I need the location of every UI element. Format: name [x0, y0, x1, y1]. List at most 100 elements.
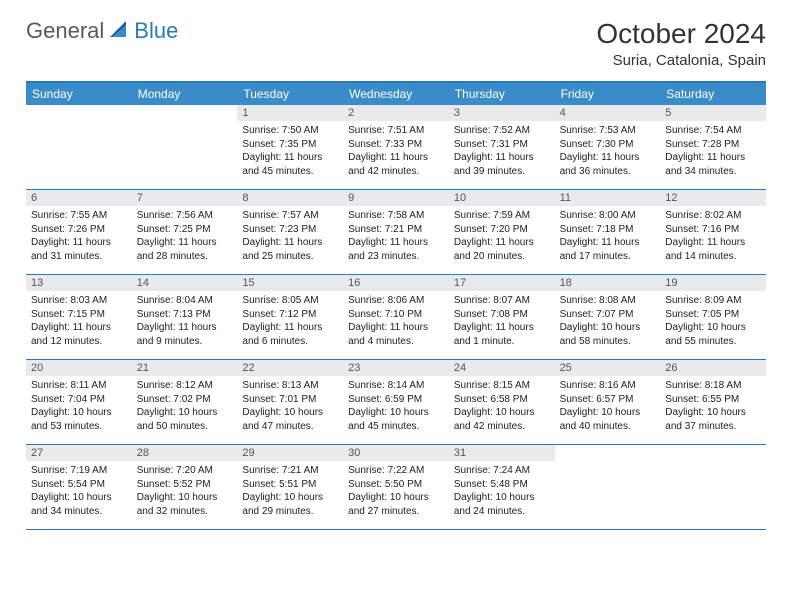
sunrise-text: Sunrise: 7:24 AM [454, 464, 550, 478]
day-number: 8 [237, 190, 343, 206]
sunset-text: Sunset: 7:33 PM [348, 138, 444, 152]
day-cell: 29Sunrise: 7:21 AMSunset: 5:51 PMDayligh… [237, 445, 343, 529]
day-cell: 25Sunrise: 8:16 AMSunset: 6:57 PMDayligh… [555, 360, 661, 444]
day-cell [26, 105, 132, 189]
sunset-text: Sunset: 7:08 PM [454, 308, 550, 322]
daylight-text: Daylight: 10 hours and 58 minutes. [560, 321, 656, 348]
daylight-text: Daylight: 11 hours and 39 minutes. [454, 151, 550, 178]
day-info: Sunrise: 8:18 AMSunset: 6:55 PMDaylight:… [660, 376, 766, 438]
weekday-header: Saturday [660, 83, 766, 105]
sunrise-text: Sunrise: 7:58 AM [348, 209, 444, 223]
sunrise-text: Sunrise: 7:21 AM [242, 464, 338, 478]
sunset-text: Sunset: 7:20 PM [454, 223, 550, 237]
day-number: 28 [132, 445, 238, 461]
sunrise-text: Sunrise: 7:20 AM [137, 464, 233, 478]
week-row: 27Sunrise: 7:19 AMSunset: 5:54 PMDayligh… [26, 445, 766, 530]
sunrise-text: Sunrise: 8:18 AM [665, 379, 761, 393]
day-number: 5 [660, 105, 766, 121]
sunset-text: Sunset: 7:31 PM [454, 138, 550, 152]
week-row: 6Sunrise: 7:55 AMSunset: 7:26 PMDaylight… [26, 190, 766, 275]
day-number: 14 [132, 275, 238, 291]
day-number: 22 [237, 360, 343, 376]
day-info: Sunrise: 7:50 AMSunset: 7:35 PMDaylight:… [237, 121, 343, 183]
sunset-text: Sunset: 7:12 PM [242, 308, 338, 322]
day-info: Sunrise: 8:00 AMSunset: 7:18 PMDaylight:… [555, 206, 661, 268]
day-number: 31 [449, 445, 555, 461]
day-cell [660, 445, 766, 529]
calendar-weeks: 1Sunrise: 7:50 AMSunset: 7:35 PMDaylight… [26, 105, 766, 530]
sunrise-text: Sunrise: 7:55 AM [31, 209, 127, 223]
day-number: 23 [343, 360, 449, 376]
daylight-text: Daylight: 11 hours and 12 minutes. [31, 321, 127, 348]
weekday-header: Tuesday [237, 83, 343, 105]
day-cell: 2Sunrise: 7:51 AMSunset: 7:33 PMDaylight… [343, 105, 449, 189]
day-number: 19 [660, 275, 766, 291]
sunset-text: Sunset: 7:18 PM [560, 223, 656, 237]
week-row: 13Sunrise: 8:03 AMSunset: 7:15 PMDayligh… [26, 275, 766, 360]
sunrise-text: Sunrise: 8:12 AM [137, 379, 233, 393]
sunset-text: Sunset: 7:10 PM [348, 308, 444, 322]
sunset-text: Sunset: 6:55 PM [665, 393, 761, 407]
day-info: Sunrise: 7:54 AMSunset: 7:28 PMDaylight:… [660, 121, 766, 183]
day-info: Sunrise: 8:03 AMSunset: 7:15 PMDaylight:… [26, 291, 132, 353]
sunset-text: Sunset: 5:52 PM [137, 478, 233, 492]
daylight-text: Daylight: 11 hours and 34 minutes. [665, 151, 761, 178]
day-info: Sunrise: 7:22 AMSunset: 5:50 PMDaylight:… [343, 461, 449, 523]
day-cell: 13Sunrise: 8:03 AMSunset: 7:15 PMDayligh… [26, 275, 132, 359]
day-cell: 15Sunrise: 8:05 AMSunset: 7:12 PMDayligh… [237, 275, 343, 359]
day-cell: 12Sunrise: 8:02 AMSunset: 7:16 PMDayligh… [660, 190, 766, 274]
daylight-text: Daylight: 10 hours and 42 minutes. [454, 406, 550, 433]
month-title: October 2024 [596, 18, 766, 50]
day-info: Sunrise: 8:14 AMSunset: 6:59 PMDaylight:… [343, 376, 449, 438]
day-number: 12 [660, 190, 766, 206]
day-number: 1 [237, 105, 343, 121]
day-info: Sunrise: 8:04 AMSunset: 7:13 PMDaylight:… [132, 291, 238, 353]
daylight-text: Daylight: 11 hours and 31 minutes. [31, 236, 127, 263]
day-cell [132, 105, 238, 189]
day-info: Sunrise: 7:19 AMSunset: 5:54 PMDaylight:… [26, 461, 132, 523]
daylight-text: Daylight: 11 hours and 36 minutes. [560, 151, 656, 178]
sunrise-text: Sunrise: 7:22 AM [348, 464, 444, 478]
day-info: Sunrise: 8:15 AMSunset: 6:58 PMDaylight:… [449, 376, 555, 438]
sunrise-text: Sunrise: 7:57 AM [242, 209, 338, 223]
day-info: Sunrise: 8:16 AMSunset: 6:57 PMDaylight:… [555, 376, 661, 438]
day-info: Sunrise: 8:09 AMSunset: 7:05 PMDaylight:… [660, 291, 766, 353]
sunset-text: Sunset: 7:23 PM [242, 223, 338, 237]
day-info: Sunrise: 7:58 AMSunset: 7:21 PMDaylight:… [343, 206, 449, 268]
daylight-text: Daylight: 11 hours and 17 minutes. [560, 236, 656, 263]
daylight-text: Daylight: 11 hours and 42 minutes. [348, 151, 444, 178]
day-number: 21 [132, 360, 238, 376]
sunset-text: Sunset: 7:28 PM [665, 138, 761, 152]
day-cell: 5Sunrise: 7:54 AMSunset: 7:28 PMDaylight… [660, 105, 766, 189]
day-cell: 9Sunrise: 7:58 AMSunset: 7:21 PMDaylight… [343, 190, 449, 274]
sunrise-text: Sunrise: 8:04 AM [137, 294, 233, 308]
daylight-text: Daylight: 10 hours and 47 minutes. [242, 406, 338, 433]
weekday-header: Sunday [26, 83, 132, 105]
daylight-text: Daylight: 11 hours and 14 minutes. [665, 236, 761, 263]
sunrise-text: Sunrise: 8:14 AM [348, 379, 444, 393]
daylight-text: Daylight: 11 hours and 45 minutes. [242, 151, 338, 178]
daylight-text: Daylight: 10 hours and 34 minutes. [31, 491, 127, 518]
page-header: General Blue October 2024 Suria, Catalon… [26, 18, 766, 69]
day-info: Sunrise: 8:02 AMSunset: 7:16 PMDaylight:… [660, 206, 766, 268]
day-cell: 17Sunrise: 8:07 AMSunset: 7:08 PMDayligh… [449, 275, 555, 359]
day-info: Sunrise: 8:12 AMSunset: 7:02 PMDaylight:… [132, 376, 238, 438]
day-info: Sunrise: 7:53 AMSunset: 7:30 PMDaylight:… [555, 121, 661, 183]
sunset-text: Sunset: 7:02 PM [137, 393, 233, 407]
sunset-text: Sunset: 7:13 PM [137, 308, 233, 322]
day-info: Sunrise: 7:55 AMSunset: 7:26 PMDaylight:… [26, 206, 132, 268]
day-info: Sunrise: 7:59 AMSunset: 7:20 PMDaylight:… [449, 206, 555, 268]
day-number: 6 [26, 190, 132, 206]
day-info: Sunrise: 7:20 AMSunset: 5:52 PMDaylight:… [132, 461, 238, 523]
day-number: 20 [26, 360, 132, 376]
daylight-text: Daylight: 10 hours and 29 minutes. [242, 491, 338, 518]
day-cell: 14Sunrise: 8:04 AMSunset: 7:13 PMDayligh… [132, 275, 238, 359]
sunrise-text: Sunrise: 7:52 AM [454, 124, 550, 138]
sunset-text: Sunset: 5:50 PM [348, 478, 444, 492]
day-number: 27 [26, 445, 132, 461]
sunrise-text: Sunrise: 8:02 AM [665, 209, 761, 223]
day-info: Sunrise: 7:21 AMSunset: 5:51 PMDaylight:… [237, 461, 343, 523]
day-cell: 18Sunrise: 8:08 AMSunset: 7:07 PMDayligh… [555, 275, 661, 359]
logo-text-general: General [26, 18, 104, 44]
sunrise-text: Sunrise: 8:13 AM [242, 379, 338, 393]
